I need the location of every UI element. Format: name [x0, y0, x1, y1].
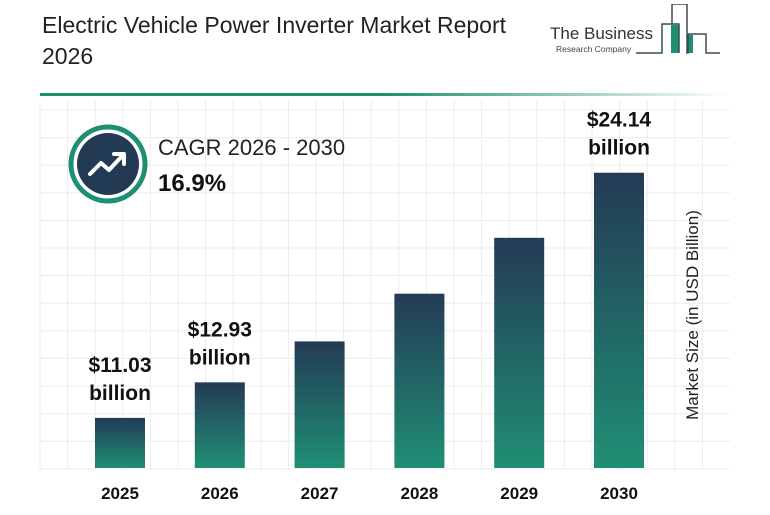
page-title: Electric Vehicle Power Inverter Market R…: [42, 12, 507, 69]
trending-up-icon: [68, 124, 148, 204]
bar-2026: [194, 382, 245, 468]
bar-2030: [594, 172, 644, 469]
data-label: $11.03: [88, 354, 151, 377]
logo-subtext: Research Company: [556, 44, 632, 54]
data-label: billion: [189, 346, 251, 369]
bar-2025: [95, 417, 145, 468]
labels: 2025 $11.03 billion 2026 $12.93 billion 2027 20…: [88, 109, 651, 503]
header-divider: [40, 93, 730, 96]
bars: [95, 172, 644, 469]
data-label: $24.14: [587, 109, 652, 132]
x-tick-label: 2029: [500, 484, 538, 503]
x-tick-label: 2025: [101, 484, 139, 503]
logo-text: The Business: [550, 24, 653, 43]
x-tick-label: 2027: [301, 484, 339, 503]
data-label: $12.93: [188, 318, 252, 341]
data-label: billion: [89, 382, 151, 405]
y-axis-label: Market Size (in USD Billion): [683, 210, 702, 420]
x-tick-label: 2028: [400, 484, 438, 503]
x-tick-label: 2026: [201, 484, 239, 503]
data-label: billion: [588, 137, 650, 160]
cagr-value: 16.9%: [158, 170, 227, 197]
logo: The Business Research Company: [550, 4, 720, 56]
bar-2029: [494, 237, 545, 468]
cagr-label: CAGR 2026 - 2030: [158, 135, 346, 160]
logo-buildings-icon: [636, 4, 720, 54]
x-tick-label: 2030: [600, 484, 638, 503]
bar-2027: [294, 341, 345, 468]
bar-2028: [394, 293, 445, 468]
